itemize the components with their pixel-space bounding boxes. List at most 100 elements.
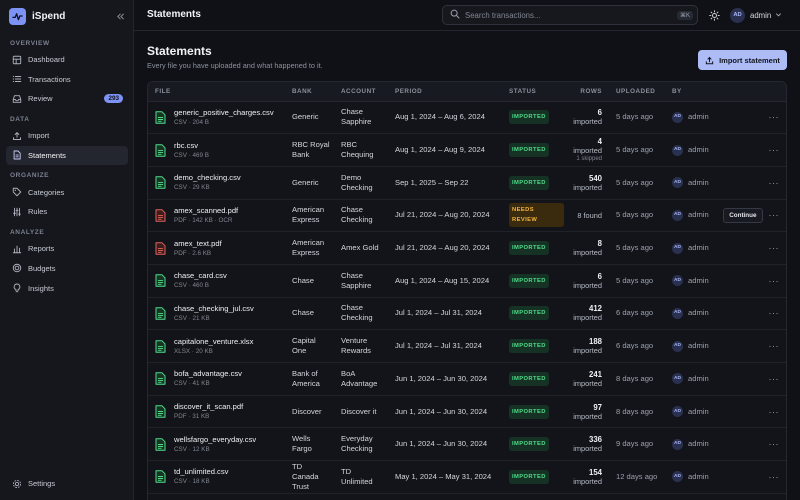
tag-icon xyxy=(12,187,22,197)
file-meta: CSV · 460 B xyxy=(174,282,209,290)
period-cell: Jun 1, 2024 – Jun 30, 2024 xyxy=(388,427,502,462)
bank-cell: Generic xyxy=(285,101,334,135)
bank-cell: Wells Fargo xyxy=(285,427,334,462)
rows-count: 336 xyxy=(588,435,602,445)
table-row[interactable]: rbc.csv CSV · 469 B RBC Royal Bank RBC Chequi… xyxy=(148,133,786,167)
period-cell: Jul 21, 2024 – Aug 20, 2024 xyxy=(388,199,502,233)
more-options-icon[interactable]: ··· xyxy=(768,373,779,384)
sidebar-item-categories[interactable]: Categories xyxy=(6,183,128,202)
table-row[interactable]: capitalone_venture.xlsx XLSX · 20 KB Capit… xyxy=(148,329,786,363)
account-name-line: BoA xyxy=(341,368,356,378)
import-statement-button[interactable]: Import statement xyxy=(698,50,787,70)
status-badge: IMPORTED xyxy=(509,110,549,125)
table-row[interactable]: demo_checking.csv CSV · 29 KB Generic Demo C… xyxy=(148,166,786,200)
file-cell: demo_checking.csv CSV · 29 KB xyxy=(148,166,285,200)
sidebar-item-review[interactable]: Review 293 xyxy=(6,89,128,108)
account-cell: Discover it xyxy=(334,395,388,429)
collapse-sidebar-icon[interactable] xyxy=(114,10,126,22)
bank-name-line: Express xyxy=(292,248,320,258)
column-header-account[interactable]: ACCOUNT xyxy=(334,82,388,102)
file-name[interactable]: td_unlimited.csv xyxy=(174,467,229,477)
search-box[interactable]: ⌘K xyxy=(442,5,698,25)
column-header-status[interactable]: STATUS xyxy=(502,82,564,102)
topbar: Statements ⌘K AD admin xyxy=(134,0,800,31)
actions-cell: ··· xyxy=(715,460,786,494)
uploader-name: admin xyxy=(688,145,709,155)
table-row[interactable]: chase_checking_jul.csv CSV · 21 KB Chase Ch… xyxy=(148,297,786,331)
sidebar-item-rules[interactable]: Rules xyxy=(6,202,128,221)
file-name[interactable]: demo_checking.csv xyxy=(174,173,241,183)
table-row[interactable]: chase_card.csv CSV · 460 B Chase Chase Sapph… xyxy=(148,264,786,298)
dashboard-icon xyxy=(12,55,22,65)
uploaded-by-cell: AD admin xyxy=(665,362,715,396)
file-icon xyxy=(12,150,22,160)
file-name[interactable]: wellsfargo_everyday.csv xyxy=(174,434,257,444)
column-header-period[interactable]: PERIOD xyxy=(388,82,502,102)
sidebar-item-insights[interactable]: Insights xyxy=(6,279,128,298)
more-options-icon[interactable]: ··· xyxy=(768,341,779,352)
sidebar-item-settings[interactable]: Settings xyxy=(6,474,128,493)
file-name[interactable]: capitalone_venture.xlsx xyxy=(174,336,254,346)
account-name-line: Rewards xyxy=(341,346,371,356)
more-options-icon[interactable]: ··· xyxy=(768,471,779,482)
rows-label: imported xyxy=(573,313,602,323)
file-name[interactable]: discover_it_scan.pdf xyxy=(174,402,244,412)
status-cell: IMPORTED xyxy=(502,264,564,298)
table-row[interactable]: generic_positive_charges.csv CSV · 204 B G… xyxy=(148,101,786,135)
continue-button[interactable]: Continue xyxy=(723,207,763,223)
statements-table: FILE BANK ACCOUNT PERIOD STATUS ROWS UPL… xyxy=(147,81,787,500)
chart-icon xyxy=(12,244,22,254)
table-row[interactable]: amex_text.pdf PDF · 2.6 KB American Express… xyxy=(148,231,786,265)
column-header-by[interactable]: BY xyxy=(665,82,715,102)
more-options-icon[interactable]: ··· xyxy=(768,243,779,254)
more-options-icon[interactable]: ··· xyxy=(768,439,779,450)
sidebar-item-import[interactable]: Import xyxy=(6,126,128,145)
sun-icon[interactable] xyxy=(708,9,720,21)
table-row[interactable]: bofa_advantage.csv CSV · 41 KB Bank of Amer… xyxy=(148,362,786,396)
file-name[interactable]: generic_positive_charges.csv xyxy=(174,107,274,117)
column-header-bank[interactable]: BANK xyxy=(285,82,334,102)
more-options-icon[interactable]: ··· xyxy=(768,145,779,156)
spreadsheet-file-icon xyxy=(155,470,166,484)
account-cell: Venture Rewards xyxy=(334,329,388,363)
rows-label: imported xyxy=(573,182,602,192)
sidebar-item-reports[interactable]: Reports xyxy=(6,239,128,258)
uploaded-by-cell: AD admin xyxy=(665,427,715,462)
file-cell: amex_text.pdf PDF · 2.6 KB xyxy=(148,231,285,265)
table-row[interactable]: wellsfargo_everyday.csv CSV · 12 KB Wells F… xyxy=(148,427,786,462)
file-name[interactable]: amex_scanned.pdf xyxy=(174,205,239,215)
column-header-uploaded[interactable]: UPLOADED xyxy=(609,82,665,102)
more-options-icon[interactable]: ··· xyxy=(768,308,779,319)
more-options-icon[interactable]: ··· xyxy=(768,406,779,417)
table-row[interactable]: discover_it_scan.pdf PDF · 31 KB Discover D… xyxy=(148,395,786,429)
column-header-file[interactable]: FILE xyxy=(148,82,285,102)
uploaded-by-cell: AD admin xyxy=(665,297,715,331)
search-input[interactable] xyxy=(465,10,665,20)
more-options-icon[interactable]: ··· xyxy=(768,275,779,286)
column-header-rows[interactable]: ROWS xyxy=(564,82,609,102)
file-name[interactable]: rbc.csv xyxy=(174,140,199,150)
bank-cell: Chase xyxy=(285,264,334,298)
sidebar-item-transactions[interactable]: Transactions xyxy=(6,70,128,89)
bank-name-line: Bank of xyxy=(292,368,318,378)
bank-name-line: RBC Royal xyxy=(292,140,330,150)
bulb-icon xyxy=(12,283,22,293)
rows-label: imported xyxy=(573,146,602,156)
file-name[interactable]: chase_card.csv xyxy=(174,271,227,281)
file-name[interactable]: bofa_advantage.csv xyxy=(174,369,242,379)
user-menu[interactable]: AD admin xyxy=(730,7,782,23)
file-name[interactable]: chase_checking_jul.csv xyxy=(174,303,254,313)
more-options-icon[interactable]: ··· xyxy=(768,177,779,188)
more-options-icon[interactable]: ··· xyxy=(768,210,779,221)
table-row[interactable]: amex_scanned.pdf PDF · 142 KB · OCR Americ… xyxy=(148,199,786,233)
sidebar-item-dashboard[interactable]: Dashboard xyxy=(6,50,128,69)
sidebar-item-budgets[interactable]: Budgets xyxy=(6,259,128,278)
table-row[interactable]: td_unlimited.csv CSV · 18 KB TD Canada Trust… xyxy=(148,460,786,494)
more-options-icon[interactable]: ··· xyxy=(768,112,779,123)
account-cell: Chase Checking xyxy=(334,199,388,233)
bank-name-line: Capital xyxy=(292,336,316,346)
uploaded-by-cell: AD admin xyxy=(665,460,715,494)
sidebar-item-statements[interactable]: Statements xyxy=(6,145,128,165)
file-meta: PDF · 31 KB xyxy=(174,413,210,421)
file-name[interactable]: amex_text.pdf xyxy=(174,238,222,248)
